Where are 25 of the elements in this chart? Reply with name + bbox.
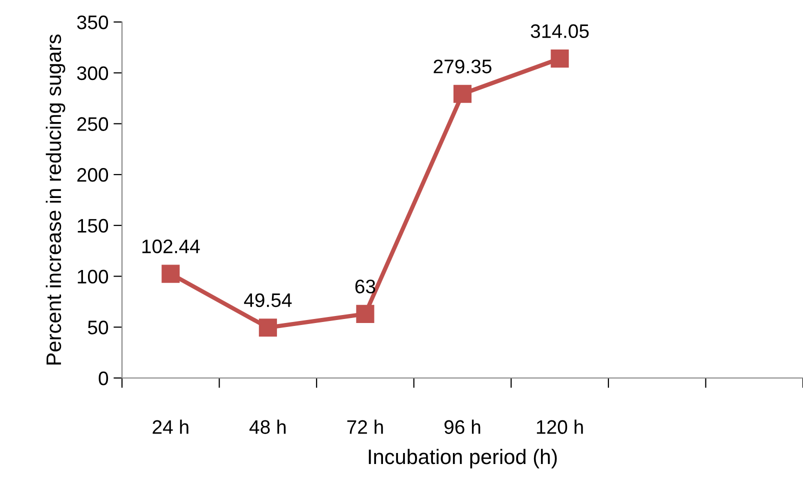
data-label: 314.05 — [530, 24, 589, 38]
x-axis-title: Incubation period (h) — [368, 448, 557, 468]
x-tick-label: 120 h — [536, 420, 583, 434]
y-tick-label: 250 — [77, 117, 108, 131]
y-tick-label: 150 — [78, 218, 108, 233]
point — [258, 318, 277, 337]
point — [162, 264, 180, 283]
data-label: 63 — [355, 280, 376, 294]
y-tick-label: 100 — [78, 270, 108, 284]
y-tick-label: 0 — [98, 371, 108, 386]
data-label: 279.35 — [434, 60, 492, 74]
y-tick-label: 50 — [88, 320, 108, 334]
x-tick-label: 48 h — [249, 420, 286, 434]
x-tick-label: 24 h — [152, 420, 188, 434]
y-axis-title: Percent increase in reducing sugars — [46, 34, 66, 364]
x-tick-label: 96 h — [444, 420, 480, 434]
y-tick-label: 200 — [77, 168, 108, 182]
y-tick-label: 350 — [77, 15, 108, 30]
point — [550, 50, 569, 68]
x-tick-label: 72 h — [347, 420, 383, 434]
point — [356, 304, 374, 323]
data-label: 102.44 — [142, 240, 200, 254]
data-label: 49.54 — [244, 293, 292, 308]
y-tick-label: 300 — [77, 66, 108, 80]
point — [453, 84, 472, 103]
